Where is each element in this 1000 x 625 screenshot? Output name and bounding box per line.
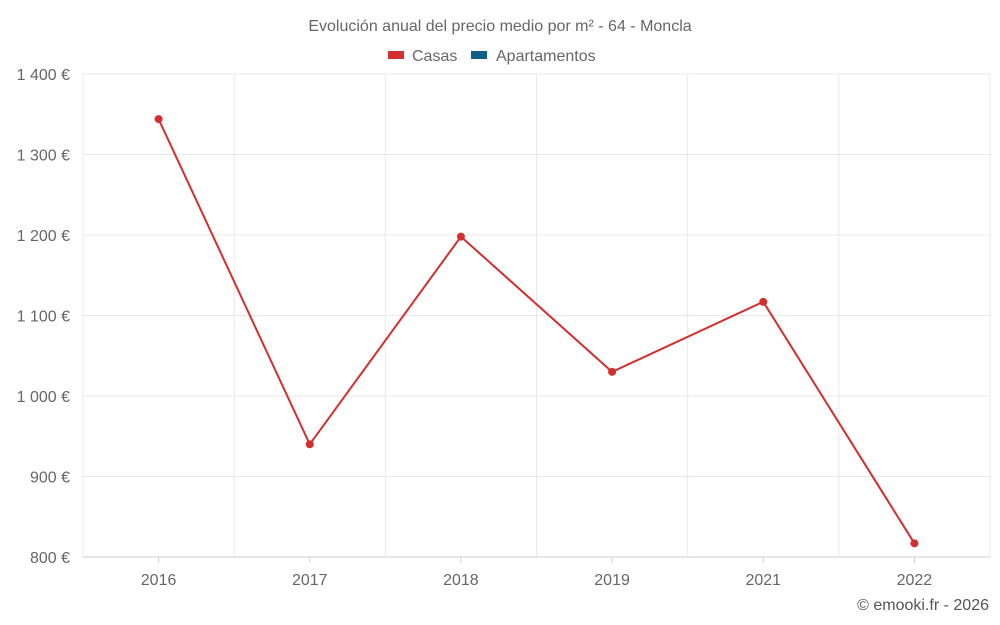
- legend-swatch-casas: [388, 51, 404, 59]
- y-tick-label: 1 300 €: [17, 148, 70, 165]
- data-point-casas[interactable]: [456, 232, 465, 241]
- x-tick-label: 2019: [594, 572, 630, 589]
- series-casas: [154, 115, 919, 548]
- chart-title: Evolución anual del precio medio por m² …: [308, 18, 691, 35]
- x-tick-label: 2018: [443, 572, 479, 589]
- y-tick-label: 1 400 €: [17, 67, 70, 84]
- legend-swatch-apartamentos: [471, 51, 487, 59]
- y-axis: 800 € 900 € 1 000 € 1 100 € 1 200 € 1 300 € 1 …: [17, 67, 70, 567]
- legend-item-casas[interactable]: Casas: [388, 48, 457, 65]
- x-tick-label: 2017: [292, 572, 328, 589]
- y-tick-label: 800 €: [30, 550, 70, 567]
- legend: Casas Apartamentos: [388, 48, 596, 65]
- x-axis: 2016 2017 2018 2019 2021 2022: [141, 557, 933, 589]
- x-tick-label: 2016: [141, 572, 177, 589]
- data-point-casas[interactable]: [910, 539, 919, 548]
- y-tick-label: 1 100 €: [17, 309, 70, 326]
- y-tick-label: 1 000 €: [17, 389, 70, 406]
- x-tick-label: 2022: [897, 572, 933, 589]
- y-tick-label: 900 €: [30, 470, 70, 487]
- data-point-casas[interactable]: [305, 440, 314, 449]
- x-tick-label: 2021: [745, 572, 781, 589]
- y-tick-label: 1 200 €: [17, 228, 70, 245]
- data-point-casas[interactable]: [154, 115, 163, 124]
- legend-label-apartamentos: Apartamentos: [496, 48, 596, 65]
- grid: [82, 73, 991, 558]
- data-point-casas[interactable]: [759, 297, 768, 306]
- credit-text: © emooki.fr - 2026: [857, 597, 989, 614]
- series-line-casas: [157, 118, 916, 544]
- data-point-casas[interactable]: [608, 367, 617, 376]
- legend-item-apartamentos[interactable]: Apartamentos: [471, 48, 596, 65]
- legend-label-casas: Casas: [412, 48, 457, 65]
